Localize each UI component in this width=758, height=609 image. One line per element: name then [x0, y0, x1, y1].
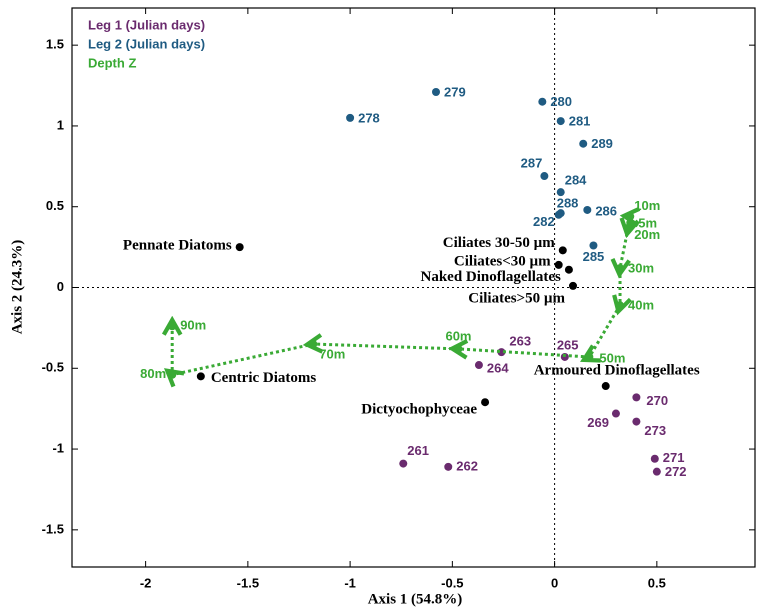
point — [583, 205, 592, 214]
point-label: 80m — [140, 366, 166, 381]
y-tick-label: -0.5 — [42, 360, 64, 375]
variable-point — [235, 243, 244, 252]
legend-entry: Depth Z — [88, 55, 136, 70]
point — [168, 322, 177, 331]
point — [652, 467, 661, 476]
point-label: 287 — [521, 155, 543, 170]
point-label: 20m — [634, 227, 660, 242]
point-label: 261 — [407, 443, 429, 458]
point-label: 288 — [557, 196, 579, 211]
point-label: 10m — [634, 198, 660, 213]
point — [444, 462, 453, 471]
point-label: 264 — [487, 360, 509, 375]
variable-point — [558, 246, 567, 255]
point — [556, 117, 565, 126]
point-label: 50m — [599, 350, 625, 365]
y-tick-label: 1.5 — [46, 37, 64, 52]
point-label: 269 — [587, 415, 609, 430]
x-tick-label: -1 — [344, 575, 356, 590]
variable-point — [481, 398, 490, 407]
point — [611, 409, 620, 418]
legend-entry: Leg 2 (Julian days) — [88, 36, 205, 51]
x-tick-label: -0.5 — [441, 575, 463, 590]
point — [556, 188, 565, 197]
point-label: 272 — [665, 464, 687, 479]
variable-label: Naked Dinoflagellates — [420, 269, 561, 285]
variable-point — [554, 260, 563, 269]
point — [540, 172, 549, 181]
point — [454, 344, 463, 353]
point — [626, 212, 635, 221]
x-tick-label: 0 — [551, 575, 558, 590]
point — [650, 454, 659, 463]
point-label: 263 — [509, 334, 531, 349]
point-label: 5m — [638, 215, 657, 230]
point-label: 271 — [663, 450, 685, 465]
point — [632, 393, 641, 402]
point — [538, 97, 547, 106]
point-label: 60m — [445, 328, 471, 343]
x-axis-title: Axis 1 (54.8%) — [368, 591, 463, 607]
point-label: 289 — [591, 136, 613, 151]
point-label: 284 — [565, 173, 587, 188]
point-label: 262 — [456, 458, 478, 473]
y-tick-label: -1.5 — [42, 521, 64, 536]
point — [474, 361, 483, 370]
variable-point — [601, 382, 610, 391]
point-label: 70m — [319, 346, 345, 361]
point — [431, 88, 440, 97]
point — [168, 370, 177, 379]
point-label: 285 — [583, 249, 605, 264]
y-tick-label: 0 — [57, 279, 64, 294]
point — [399, 459, 408, 468]
x-tick-label: 0.5 — [648, 575, 666, 590]
point — [624, 223, 633, 232]
y-tick-label: 0.5 — [46, 198, 64, 213]
y-tick-label: 1 — [57, 117, 64, 132]
point — [579, 139, 588, 148]
point — [346, 113, 355, 122]
point-label: 279 — [444, 84, 466, 99]
variable-label: Ciliates<30 µm — [454, 253, 551, 269]
point — [585, 352, 594, 361]
point-label: 282 — [533, 214, 555, 229]
point — [632, 417, 641, 426]
variable-label: Pennate Diatoms — [123, 238, 232, 254]
x-tick-label: -1.5 — [237, 575, 259, 590]
point-label: 278 — [358, 110, 380, 125]
y-axis-title: Axis 2 (24.3%) — [9, 240, 25, 335]
point — [554, 210, 563, 219]
point-label: 281 — [569, 114, 591, 129]
point-label: 280 — [550, 94, 572, 109]
point — [616, 301, 625, 310]
point-label: 40m — [628, 298, 654, 313]
y-tick-label: -1 — [52, 440, 64, 455]
variable-label: Dictyochophyceae — [361, 402, 477, 418]
legend-entry: Leg 1 (Julian days) — [88, 17, 205, 32]
point — [309, 340, 318, 349]
variable-point — [564, 265, 573, 274]
variable-point — [196, 372, 205, 381]
variable-label: Centric Diatoms — [211, 370, 317, 386]
variable-label: Ciliates>50 µm — [468, 290, 565, 306]
point-label: 273 — [644, 423, 666, 438]
point-label: 265 — [557, 337, 579, 352]
variable-label: Ciliates 30-50 µm — [443, 235, 555, 251]
point-label: 30m — [628, 261, 654, 276]
x-tick-label: -2 — [140, 575, 152, 590]
point-label: 270 — [646, 393, 668, 408]
point-label: 286 — [595, 203, 617, 218]
variable-point — [569, 281, 578, 290]
variable-label: Armoured Dinoflagellates — [534, 362, 700, 378]
point — [616, 264, 625, 273]
point-label: 90m — [180, 318, 206, 333]
